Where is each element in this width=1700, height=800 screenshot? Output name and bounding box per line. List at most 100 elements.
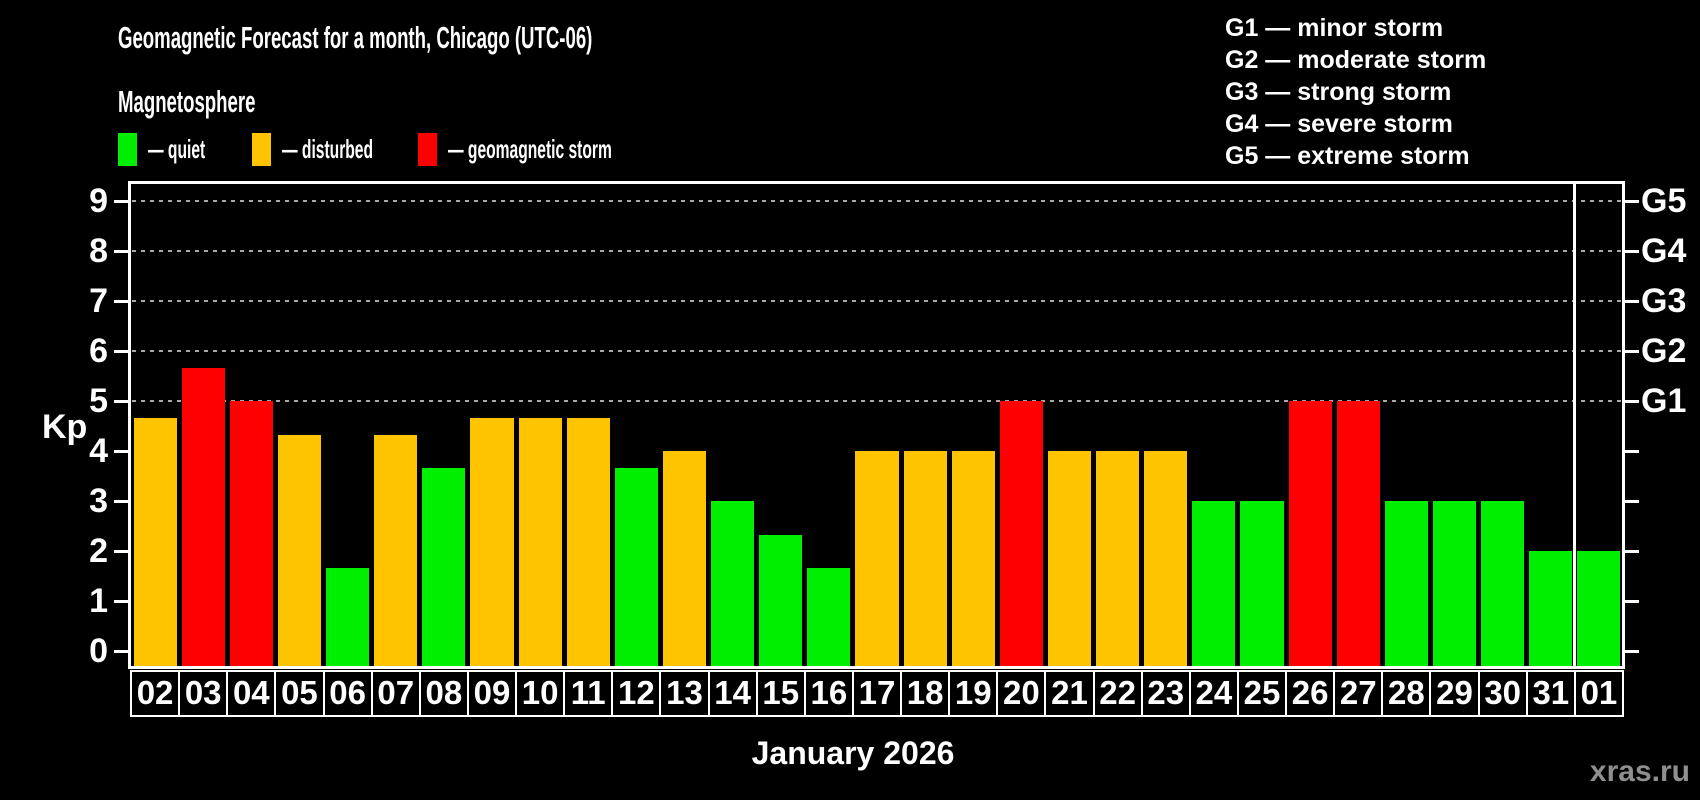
bar-day-26 xyxy=(1288,401,1332,666)
date-box-10: 10 xyxy=(515,670,566,717)
left-tick-kp7 xyxy=(114,300,128,303)
bar-day-30 xyxy=(1481,501,1525,666)
bar-day-15 xyxy=(759,534,803,666)
g-scale-legend-line-g3: G3 — strong storm xyxy=(1225,78,1452,106)
right-tick-kp2 xyxy=(1625,550,1639,553)
page-title: Geomagnetic Forecast for a month, Chicag… xyxy=(118,20,909,56)
date-box-25: 25 xyxy=(1236,670,1288,717)
y-tick-label-9: 9 xyxy=(89,182,108,220)
date-box-14: 14 xyxy=(707,670,758,717)
page-title-text: Geomagnetic Forecast for a month, Chicag… xyxy=(118,20,593,55)
bar-day-20 xyxy=(999,401,1043,666)
date-box-22: 22 xyxy=(1092,670,1143,717)
date-box-08: 08 xyxy=(418,670,469,717)
right-tick-kp6 xyxy=(1625,350,1639,353)
left-tick-kp2 xyxy=(114,550,128,553)
right-tick-kp4 xyxy=(1625,450,1639,453)
gridline-kp9 xyxy=(132,200,1622,202)
left-tick-kp4 xyxy=(114,450,128,453)
right-tick-kp8 xyxy=(1625,250,1639,253)
right-tick-kp5 xyxy=(1625,400,1639,403)
right-tick-kp1 xyxy=(1625,600,1639,603)
bar-day-19 xyxy=(951,451,995,666)
date-box-06: 06 xyxy=(322,670,373,717)
bar-day-29 xyxy=(1432,501,1477,666)
date-box-15: 15 xyxy=(755,670,806,717)
legend-item-disturbed: — disturbed xyxy=(252,133,434,166)
g-scale-legend-line-g2: G2 — moderate storm xyxy=(1225,46,1487,74)
g-scale-legend-line-g1: G1 — minor storm xyxy=(1225,14,1444,42)
chart-subtitle: Magnetosphere xyxy=(118,84,347,120)
disturbed-color-swatch xyxy=(252,133,271,166)
bar-day-24 xyxy=(1192,501,1236,666)
legend-item-quiet: — quiet xyxy=(118,133,243,166)
date-box-19: 19 xyxy=(948,670,999,717)
y-tick-label-0: 0 xyxy=(89,632,108,670)
legend-label-storm: — geomagnetic storm xyxy=(448,134,612,164)
bar-day-17 xyxy=(855,451,899,666)
date-box-17: 17 xyxy=(851,670,903,717)
date-box-03: 03 xyxy=(178,670,229,717)
bar-day-11 xyxy=(566,417,610,666)
bar-day-04 xyxy=(229,401,273,666)
g-scale-legend-line-g5: G5 — extreme storm xyxy=(1225,142,1470,170)
g-axis-label-g1: G1 xyxy=(1641,382,1687,420)
date-box-24: 24 xyxy=(1188,670,1239,717)
bar-day-21 xyxy=(1047,451,1092,666)
bar-day-23 xyxy=(1144,451,1188,666)
date-box-27: 27 xyxy=(1333,670,1384,717)
y-tick-label-8: 8 xyxy=(89,232,108,270)
month-separator xyxy=(1573,184,1577,666)
y-tick-label-3: 3 xyxy=(89,482,108,520)
date-box-30: 30 xyxy=(1477,670,1528,717)
left-tick-kp8 xyxy=(114,250,128,253)
bar-day-16 xyxy=(807,567,851,666)
y-axis-title: Kp xyxy=(42,408,88,446)
bar-day-12 xyxy=(614,467,658,666)
right-tick-kp9 xyxy=(1625,200,1639,203)
g-scale-legend: G1 — minor storm G2 — moderate storm G3 … xyxy=(1225,12,1486,172)
gridline-kp8 xyxy=(132,250,1622,252)
date-box-05: 05 xyxy=(274,670,325,717)
storm-color-swatch xyxy=(418,133,437,166)
bar-day-10 xyxy=(518,417,562,666)
bar-day-02 xyxy=(133,417,177,666)
date-box-13: 13 xyxy=(659,670,710,717)
date-box-26: 26 xyxy=(1285,670,1336,717)
y-tick-label-4: 4 xyxy=(89,432,108,470)
bar-day-05 xyxy=(277,434,321,666)
date-box-01: 01 xyxy=(1573,670,1624,717)
bar-day-06 xyxy=(326,567,370,666)
bar-day-25 xyxy=(1240,501,1284,666)
left-tick-kp1 xyxy=(114,600,128,603)
chart-subtitle-text: Magnetosphere xyxy=(118,84,256,119)
left-tick-kp9 xyxy=(114,200,128,203)
bar-day-14 xyxy=(711,501,755,666)
g-axis-label-g2: G2 xyxy=(1641,332,1687,370)
date-box-09: 09 xyxy=(466,670,518,717)
bar-day-01 xyxy=(1577,551,1621,666)
g-axis-label-g5: G5 xyxy=(1641,182,1687,220)
y-tick-label-5: 5 xyxy=(89,382,108,420)
bar-day-28 xyxy=(1384,501,1428,666)
legend-label-quiet: — quiet xyxy=(148,134,206,164)
left-tick-kp5 xyxy=(114,400,128,403)
date-box-23: 23 xyxy=(1140,670,1191,717)
quiet-color-swatch xyxy=(118,133,137,166)
gridline-kp7 xyxy=(132,300,1622,302)
bar-day-31 xyxy=(1529,551,1573,666)
g-axis-label-g4: G4 xyxy=(1641,232,1687,270)
date-box-16: 16 xyxy=(803,670,854,717)
bar-day-07 xyxy=(374,434,418,666)
bar-day-18 xyxy=(903,451,947,666)
date-box-02: 02 xyxy=(130,670,181,717)
watermark: xras.ru xyxy=(1589,755,1690,788)
y-tick-label-7: 7 xyxy=(89,282,108,320)
bar-day-22 xyxy=(1096,451,1140,666)
bar-day-08 xyxy=(422,467,466,666)
date-box-07: 07 xyxy=(370,670,421,717)
g-scale-legend-line-g4: G4 — severe storm xyxy=(1225,110,1453,138)
right-tick-kp3 xyxy=(1625,500,1639,503)
date-box-31: 31 xyxy=(1525,670,1576,717)
bar-day-27 xyxy=(1336,401,1380,666)
